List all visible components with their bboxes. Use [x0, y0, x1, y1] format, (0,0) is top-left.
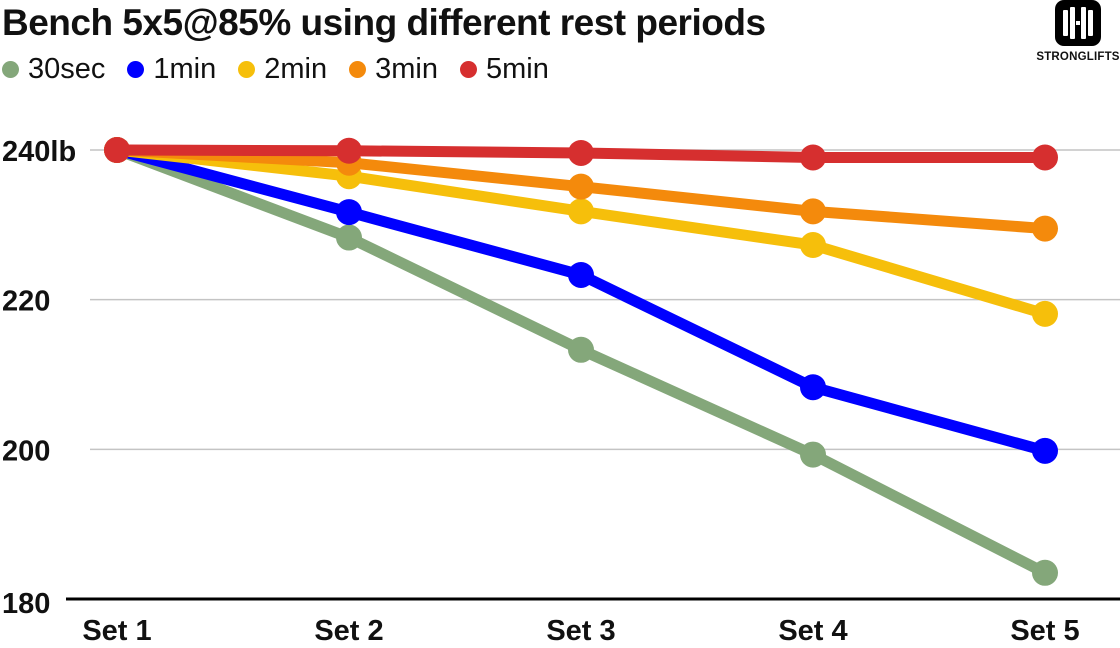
legend-label-1min: 1min	[153, 53, 217, 85]
data-point-30sec-set-2	[336, 224, 362, 251]
data-point-30sec-set-3	[568, 336, 594, 363]
data-point-3min-set-4	[800, 198, 826, 225]
data-point-3min-set-3	[568, 173, 594, 200]
data-point-1min-set-5	[1032, 437, 1058, 464]
legend-label-5min: 5min	[485, 53, 549, 85]
chart-title: Bench 5x5@85% using different rest perio…	[2, 2, 766, 43]
data-point-2min-set-3	[568, 198, 594, 225]
legend-item-5min: 5min	[459, 53, 549, 86]
data-point-1min-set-2	[336, 199, 362, 226]
y-tick-label-220: 220	[2, 286, 50, 318]
stronglifts-logo: STRONGLIFTS	[1036, 0, 1120, 74]
series-1min	[104, 137, 1058, 464]
legend-marker-30sec	[2, 61, 19, 78]
data-point-1min-set-3	[568, 261, 594, 288]
legend-item-2min: 2min	[238, 53, 327, 86]
legend-item-1min: 1min	[127, 53, 216, 86]
legend-marker-3min	[349, 61, 367, 78]
legend-item-3min: 3min	[349, 53, 438, 86]
data-point-3min-set-5	[1032, 215, 1058, 242]
legend-marker-2min	[238, 61, 256, 78]
data-point-2min-set-5	[1032, 300, 1058, 327]
data-point-5min-set-2	[336, 137, 362, 164]
data-point-5min-set-4	[800, 144, 826, 171]
x-tick-label-1: Set 1	[82, 615, 151, 647]
data-point-2min-set-4	[800, 232, 826, 259]
x-axis-ticks: Set 1 Set 2 Set 3 Set 4 Set 5	[82, 615, 1079, 647]
data-point-5min-set-5	[1032, 144, 1058, 171]
y-tick-label-180: 180	[2, 588, 50, 620]
data-point-30sec-set-4	[800, 441, 826, 468]
series-5min	[104, 137, 1058, 171]
y-axis-ticks: 180 200 220 240lb	[2, 136, 76, 620]
legend-label-30sec: 30sec	[28, 53, 106, 85]
y-tick-label-200: 200	[2, 435, 50, 467]
legend-label-2min: 2min	[264, 53, 328, 85]
data-point-5min-set-1	[104, 137, 130, 163]
chart-legend: 30sec 1min 2min 3min 5min	[2, 53, 571, 86]
x-tick-label-3: Set 3	[546, 615, 615, 647]
data-point-30sec-set-5	[1032, 559, 1058, 586]
logo-wordmark: STRONGLIFTS	[1036, 51, 1120, 63]
series-30sec	[104, 137, 1058, 586]
x-tick-label-4: Set 4	[778, 615, 847, 647]
legend-marker-5min	[459, 61, 477, 78]
y-tick-label-240: 240lb	[2, 136, 76, 168]
legend-marker-1min	[127, 61, 145, 78]
legend-label-3min: 3min	[375, 53, 438, 85]
data-point-5min-set-3	[568, 139, 594, 166]
x-tick-label-5: Set 5	[1010, 615, 1079, 647]
series-lines	[104, 137, 1058, 586]
data-point-1min-set-4	[800, 374, 826, 401]
barbell-plates-icon	[1055, 0, 1101, 46]
legend-item-30sec: 30sec	[2, 53, 105, 86]
x-tick-label-2: Set 2	[314, 615, 383, 647]
